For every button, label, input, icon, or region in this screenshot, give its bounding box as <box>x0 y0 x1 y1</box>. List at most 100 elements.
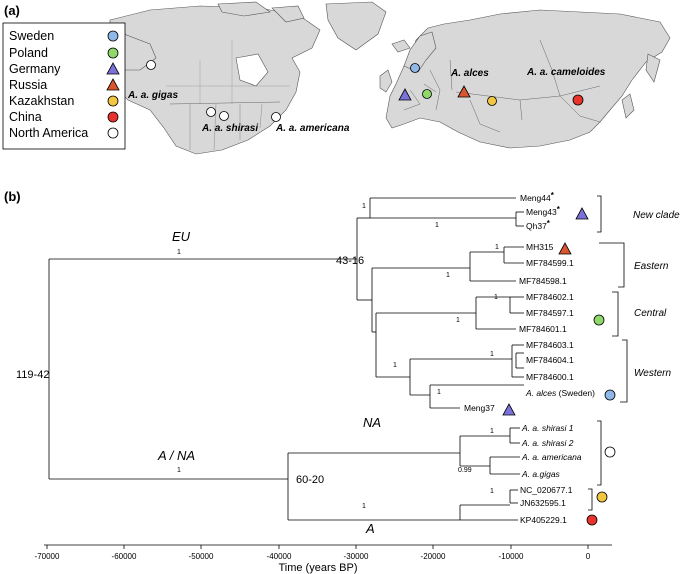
tree-marker-china <box>586 514 598 526</box>
tip-label: NC_020677.1 <box>520 485 573 495</box>
tip-label: Meng43* <box>526 205 561 217</box>
marker-china <box>572 94 584 106</box>
branch-label-ana: A / NA <box>157 448 195 463</box>
tip-label: MF784604.1 <box>526 355 574 365</box>
support-value: 1 <box>490 428 494 435</box>
marker-shirasi-2 <box>219 111 229 121</box>
phylogenetic-tree <box>48 197 524 521</box>
legend-marker-russia <box>106 78 120 91</box>
marker-germany <box>398 88 412 101</box>
axis-tick-label: -70000 <box>35 552 60 561</box>
legend-label: Sweden <box>9 29 54 43</box>
clade-label: Central <box>634 308 667 319</box>
support-value: 0.99 <box>458 467 472 474</box>
legend-marker-north-america <box>107 127 119 139</box>
tip-label: A. alces (Sweden) <box>525 388 595 398</box>
time-axis <box>44 544 612 549</box>
legend-label: Poland <box>9 46 48 60</box>
tree-marker-north-america <box>604 446 616 458</box>
clade-brackets <box>588 195 628 511</box>
tip-label: Meng37 <box>464 403 495 413</box>
tip-label: MF784598.1 <box>519 276 567 286</box>
tree-marker-sweden <box>604 389 616 401</box>
clade-label: New clade <box>633 210 680 221</box>
tip-label: MF784597.1 <box>526 308 574 318</box>
marker-shirasi-1 <box>206 107 216 117</box>
axis-tick-label: -60000 <box>112 552 137 561</box>
branch-label-na: NA <box>363 415 381 430</box>
legend-label: North America <box>9 126 88 140</box>
support-value: 1 <box>393 362 397 369</box>
clade-label: Eastern <box>634 261 669 272</box>
tip-label: KP405229.1 <box>520 515 567 525</box>
tip-label: MF784602.1 <box>526 292 574 302</box>
map-label-cameloides: A. a. cameloides <box>526 67 606 78</box>
legend-label: Russia <box>9 78 47 92</box>
world-map <box>103 1 671 155</box>
legend-marker-china <box>107 111 119 123</box>
tip-label: Meng44* <box>520 191 555 203</box>
tip-label: MF784601.1 <box>519 324 567 334</box>
axis-title: Time (years BP) <box>278 562 357 574</box>
panel-b-label: (b) <box>4 189 21 204</box>
node-age-na: 60-20 <box>296 474 324 486</box>
axis-tick-label: -50000 <box>189 552 214 561</box>
legend-marker-germany <box>106 62 120 75</box>
tip-label: Qh37* <box>526 219 551 231</box>
node-age-eu: 43-16 <box>336 255 364 267</box>
tree-marker-russia <box>558 242 572 255</box>
support-value: 1 <box>362 203 366 210</box>
legend-label: Kazakhstan <box>9 94 74 108</box>
support-value: 1 <box>435 222 439 229</box>
branch-label-a: A <box>365 521 375 536</box>
support-value: 1 <box>177 467 181 474</box>
support-value: 1 <box>446 272 450 279</box>
tip-label: MF784599.1 <box>526 258 574 268</box>
tree-marker-germany-meng37 <box>502 403 516 416</box>
axis-tick-label: -10000 <box>499 552 524 561</box>
tip-label: JN632595.1 <box>520 498 566 508</box>
marker-russia <box>457 85 471 98</box>
legend-label: Germany <box>9 62 61 76</box>
support-value: 1 <box>456 317 460 324</box>
marker-gigas <box>146 60 156 70</box>
marker-americana <box>271 112 281 122</box>
map-label-americana: A. a. americana <box>275 123 350 134</box>
legend-marker-poland <box>107 47 119 59</box>
tip-label: MF784603.1 <box>526 340 574 350</box>
tree-marker-kazakhstan <box>596 491 608 503</box>
marker-poland <box>422 89 432 99</box>
axis-tick-label: -30000 <box>344 552 369 561</box>
tip-label: MH315 <box>526 242 554 252</box>
legend-marker-kazakhstan <box>107 95 119 107</box>
axis-tick-label: -40000 <box>267 552 292 561</box>
support-value: 1 <box>490 488 494 495</box>
axis-tick-label: -20000 <box>421 552 446 561</box>
support-value: 1 <box>495 244 499 251</box>
support-value: 1 <box>494 294 498 301</box>
tip-label: A. a. americana <box>521 452 582 462</box>
node-age-root: 119-42 <box>16 369 49 381</box>
legend-box <box>2 22 126 150</box>
axis-tick-label: 0 <box>586 552 591 561</box>
tree-marker-poland <box>593 314 605 326</box>
support-value: 1 <box>362 503 366 510</box>
map-label-alces: A. alces <box>450 68 489 79</box>
legend: Sweden Poland Germany Russia Kazakhstan … <box>2 22 126 150</box>
tip-label: MF784600.1 <box>526 372 574 382</box>
marker-sweden <box>410 63 420 73</box>
marker-kazakhstan <box>487 96 497 106</box>
legend-label: China <box>9 110 42 124</box>
map-label-shirasi: A. a. shirasi <box>201 123 258 134</box>
tip-label: A. a. shirasi 1 <box>521 423 574 433</box>
support-value: 1 <box>437 389 441 396</box>
support-value: 1 <box>177 249 181 256</box>
support-value: 1 <box>490 351 494 358</box>
tip-label: A. a.gigas <box>521 469 561 479</box>
tree-marker-germany <box>575 207 589 220</box>
branch-label-eu: EU <box>172 229 191 244</box>
panel-a-label: (a) <box>4 3 20 18</box>
clade-label: Western <box>634 368 671 379</box>
map-label-gigas: A. a. gigas <box>127 90 178 101</box>
